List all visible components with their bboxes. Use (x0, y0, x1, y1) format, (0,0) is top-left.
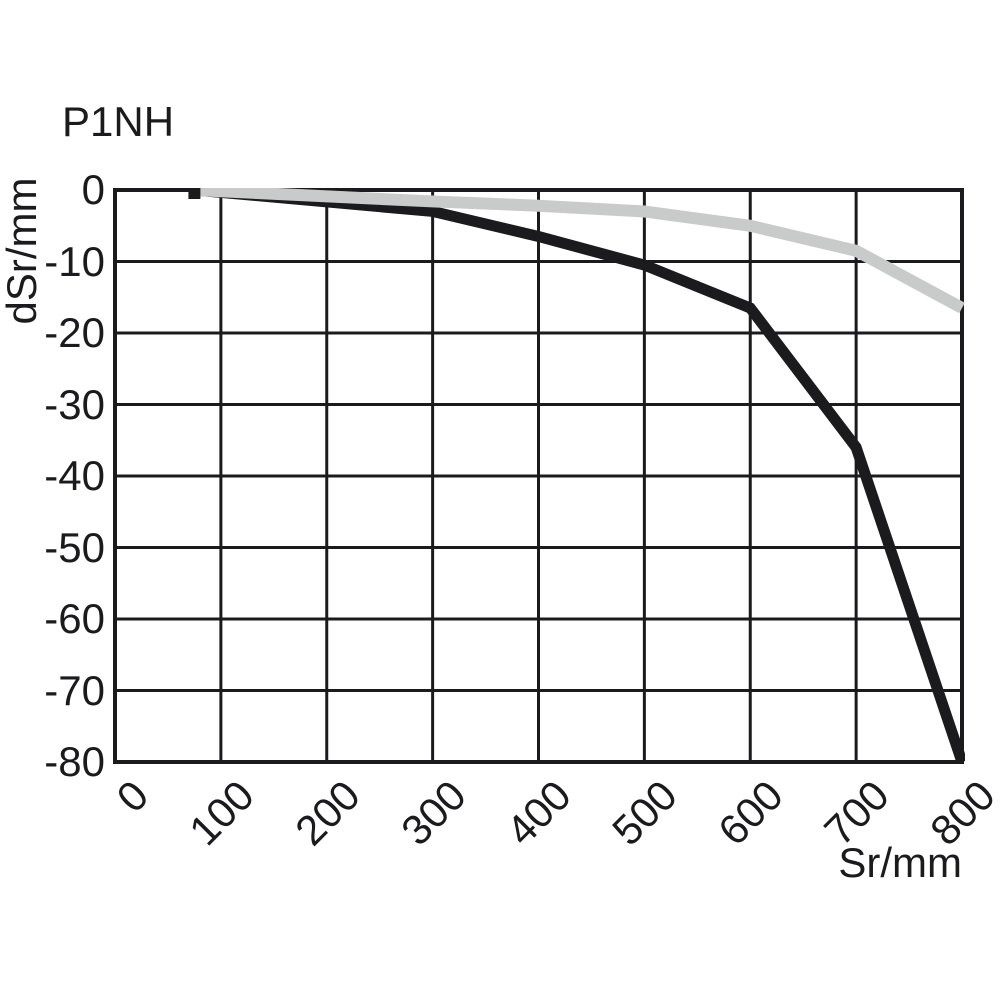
x-axis-label: Sr/mm (838, 839, 962, 886)
series-gray-curve (194, 188, 965, 314)
y-tick-label: -10 (44, 237, 105, 285)
series-start-marker (188, 188, 201, 199)
plot-area (113, 188, 965, 764)
y-tick-label: -60 (44, 595, 105, 642)
series-black-curve (193, 188, 965, 764)
y-tick-label: -50 (44, 523, 105, 571)
y-tick-label: -70 (44, 666, 105, 714)
y-tick-label: -30 (44, 380, 105, 428)
y-tick-label: 0 (81, 166, 105, 213)
plot-border (113, 188, 964, 764)
chart-title: P1NH (62, 98, 175, 145)
x-tick-label: 800 (804, 770, 1000, 854)
y-tick-label: -20 (44, 309, 105, 356)
y-tick-label: -80 (44, 738, 105, 785)
y-tick-label: -40 (44, 452, 105, 499)
